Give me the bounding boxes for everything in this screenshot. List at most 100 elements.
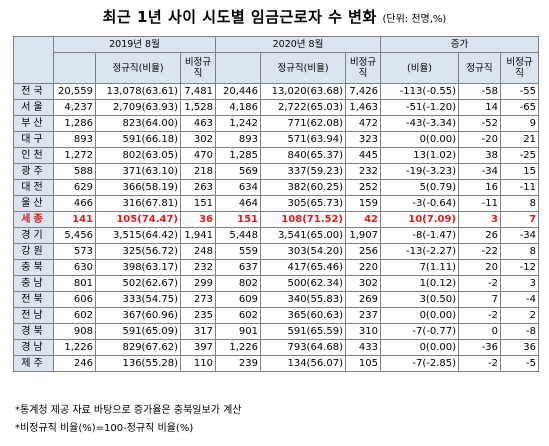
data-cell: 8	[499, 243, 540, 260]
data-cell: 9	[499, 115, 540, 132]
footnotes: *통계청 제공 자료 바탕으로 증가율은 충북일보가 계산 *비정규직 비율(%…	[15, 402, 241, 438]
data-cell: 218	[180, 163, 216, 180]
region-cell: 충남	[13, 275, 54, 292]
table-row: 서울 4,237 2,709(63.93) 1,528 4,186 2,722(65.03…	[13, 99, 540, 116]
table-row: 경북 908 591(65.09) 317 901 591(65.59) 310 -7(-0.…	[13, 323, 540, 340]
data-cell: 1,907	[345, 227, 381, 244]
data-cell: 20,559	[53, 83, 96, 100]
data-cell: 602	[215, 307, 261, 324]
data-cell: 1(0.12)	[380, 275, 459, 292]
data-cell: 302	[180, 131, 216, 148]
data-cell: -20	[458, 131, 501, 148]
data-cell: -51(-1.20)	[380, 99, 459, 116]
data-cell: 893	[215, 131, 261, 148]
data-cell: -2	[458, 275, 501, 292]
data-cell: 3(0.50)	[380, 291, 459, 308]
data-cell: 801	[53, 275, 96, 292]
data-cell: 110	[180, 355, 216, 372]
data-cell: 108(71.52)	[260, 211, 346, 228]
data-cell: 303(54.20)	[260, 243, 346, 260]
data-cell: 323	[345, 131, 381, 148]
header-nonregular-2020: 비정규직	[345, 52, 381, 84]
data-cell: 151	[180, 195, 216, 212]
data-cell: 7,426	[345, 83, 381, 100]
data-cell: -11	[458, 195, 501, 212]
region-cell: 부산	[13, 115, 54, 132]
data-cell: -7(-2.85)	[380, 355, 459, 372]
data-cell: 0(0.00)	[380, 339, 459, 356]
data-cell: 7	[458, 291, 501, 308]
data-cell: 15	[499, 163, 540, 180]
data-cell: 502(62.67)	[95, 275, 181, 292]
data-cell: 13(1.02)	[380, 147, 459, 164]
page-title: 최근 1년 사이 시도별 임금근로자 수 변화 (단위: 천명,%)	[0, 6, 549, 27]
table-row: 경남 1,226 829(67.62) 397 1,226 793(64.68) 433 0(…	[13, 339, 540, 356]
data-cell: 609	[215, 291, 261, 308]
header-total-2019	[53, 52, 96, 84]
data-cell: -22	[458, 243, 501, 260]
data-cell: -2	[458, 307, 501, 324]
header-nonregular-2019: 비정규직	[180, 52, 216, 84]
unit-note: (단위: 천명,%)	[382, 14, 447, 25]
table-row: 세종 141 105(74.47) 36 151 108(71.52) 42 10(7.09)…	[13, 211, 540, 228]
data-cell: 829(67.62)	[95, 339, 181, 356]
data-cell: 20	[458, 259, 501, 276]
data-cell: 7,481	[180, 83, 216, 100]
region-cell: 경남	[13, 339, 54, 356]
data-cell: 263	[180, 179, 216, 196]
data-cell: 630	[53, 259, 96, 276]
data-cell: 302	[345, 275, 381, 292]
table-row: 충남 801 502(62.67) 299 802 500(62.34) 302 1(0.12…	[13, 275, 540, 292]
table-row: 강원 573 325(56.72) 248 559 303(54.20) 256 -13(-2…	[13, 243, 540, 260]
data-cell: 840(65.37)	[260, 147, 346, 164]
data-cell: 235	[180, 307, 216, 324]
data-cell: 433	[345, 339, 381, 356]
region-cell: 울산	[13, 195, 54, 212]
data-cell: 4,237	[53, 99, 96, 116]
data-cell: 588	[53, 163, 96, 180]
footnote: *통계청 제공 자료 바탕으로 증가율은 충북일보가 계산	[15, 405, 242, 416]
data-cell: 629	[53, 179, 96, 196]
data-cell: -52	[458, 115, 501, 132]
region-cell: 대전	[13, 179, 54, 196]
data-cell: 3	[458, 211, 501, 228]
data-cell: 1,226	[215, 339, 261, 356]
table-row: 인천 1,272 802(63.05) 470 1,285 840(65.37) 445 13…	[13, 147, 540, 164]
data-cell: 802(63.05)	[95, 147, 181, 164]
data-cell: -2	[458, 355, 501, 372]
data-cell: 36	[180, 211, 216, 228]
data-cell: 8	[499, 195, 540, 212]
data-cell: 367(60.96)	[95, 307, 181, 324]
data-cell: 573	[53, 243, 96, 260]
region-cell: 충북	[13, 259, 54, 276]
data-cell: 591(65.09)	[95, 323, 181, 340]
data-cell: 340(55.83)	[260, 291, 346, 308]
data-cell: 901	[215, 323, 261, 340]
data-cell: 602	[53, 307, 96, 324]
table-row: 부산 1,286 823(64.00) 463 1,242 771(62.08) 472 -4…	[13, 115, 540, 132]
data-cell: 2,709(63.93)	[95, 99, 181, 116]
table-row: 전국 20,559 13,078(63.61) 7,481 20,446 13,020(6…	[13, 83, 540, 100]
data-cell: 3	[499, 275, 540, 292]
data-cell: 141	[53, 211, 96, 228]
data-cell: 893	[53, 131, 96, 148]
data-cell: -11	[499, 179, 540, 196]
header-regular-change: 정규직	[458, 52, 501, 84]
header-2020: 2020년 8월	[215, 36, 381, 53]
data-cell: 0(0.00)	[380, 307, 459, 324]
data-cell: 246	[53, 355, 96, 372]
title-text: 최근 1년 사이 시도별 임금근로자 수 변화	[102, 8, 377, 26]
region-cell: 대구	[13, 131, 54, 148]
table-row: 충북 630 398(63.17) 232 637 417(65.46) 220 7(1.11…	[13, 259, 540, 276]
data-cell: 1,242	[215, 115, 261, 132]
data-cell: -13(-2.27)	[380, 243, 459, 260]
data-cell: 3,541(65.00)	[260, 227, 346, 244]
header-ratio-change: (비율)	[380, 52, 459, 84]
data-cell: 908	[53, 323, 96, 340]
region-cell: 전국	[13, 83, 54, 100]
data-cell: -34	[458, 163, 501, 180]
data-cell: 571(63.94)	[260, 131, 346, 148]
data-cell: 299	[180, 275, 216, 292]
data-cell: 252	[345, 179, 381, 196]
data-cell: -34	[499, 227, 540, 244]
